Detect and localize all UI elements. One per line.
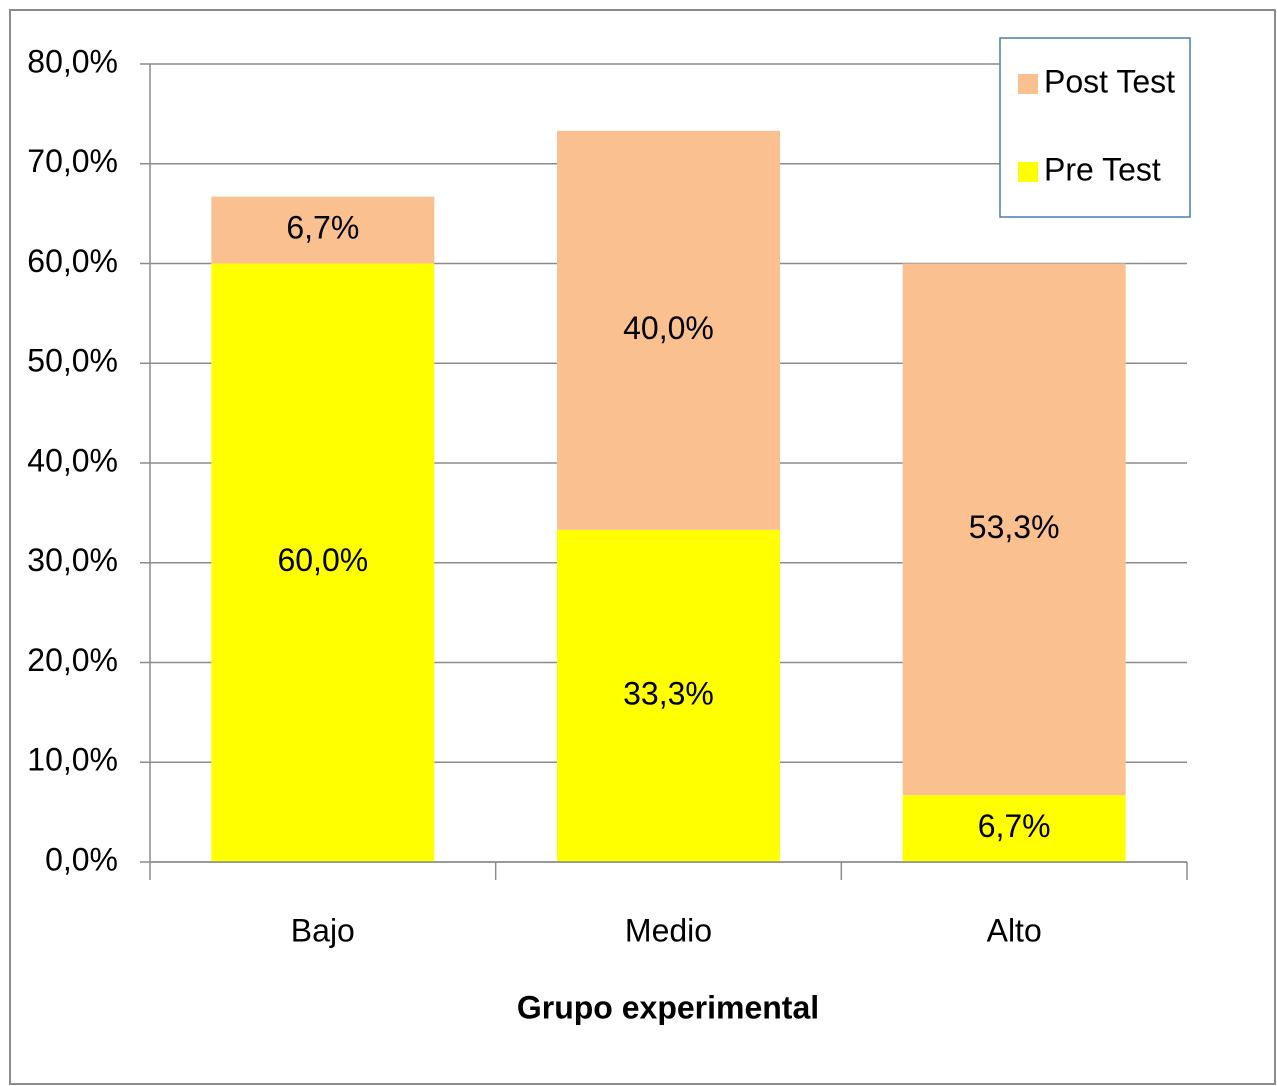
y-tick-label: 40,0% xyxy=(27,442,118,478)
legend-swatch xyxy=(1018,74,1038,94)
legend-label: Post Test xyxy=(1044,63,1175,99)
x-axis-title: Grupo experimental xyxy=(517,989,819,1025)
x-tick-label: Bajo xyxy=(291,912,355,948)
data-label: 60,0% xyxy=(277,542,368,578)
x-tick-label: Alto xyxy=(987,912,1042,948)
bar-segment xyxy=(557,130,780,530)
y-tick-label: 80,0% xyxy=(27,43,118,79)
bar-segment xyxy=(211,263,435,862)
data-label: 6,7% xyxy=(286,210,359,246)
legend-swatch xyxy=(1018,162,1038,182)
bar-segment xyxy=(557,529,780,862)
x-tick-label: Medio xyxy=(625,912,712,948)
y-tick-label: 60,0% xyxy=(27,243,118,279)
y-tick-label: 0,0% xyxy=(45,841,118,877)
y-tick-label: 70,0% xyxy=(27,143,118,179)
y-tick-label: 20,0% xyxy=(27,642,118,678)
legend-box xyxy=(999,37,1191,218)
legend-label: Pre Test xyxy=(1044,151,1161,187)
bar-segment xyxy=(902,795,1126,862)
bar-segment xyxy=(211,196,435,264)
y-tick-label: 50,0% xyxy=(27,343,118,379)
data-label: 40,0% xyxy=(623,310,714,346)
data-label: 53,3% xyxy=(969,509,1060,545)
y-tick-label: 10,0% xyxy=(27,742,118,778)
bar-segment xyxy=(902,263,1126,796)
y-tick-label: 30,0% xyxy=(27,542,118,578)
data-label: 33,3% xyxy=(623,675,714,711)
data-label: 6,7% xyxy=(978,808,1051,844)
